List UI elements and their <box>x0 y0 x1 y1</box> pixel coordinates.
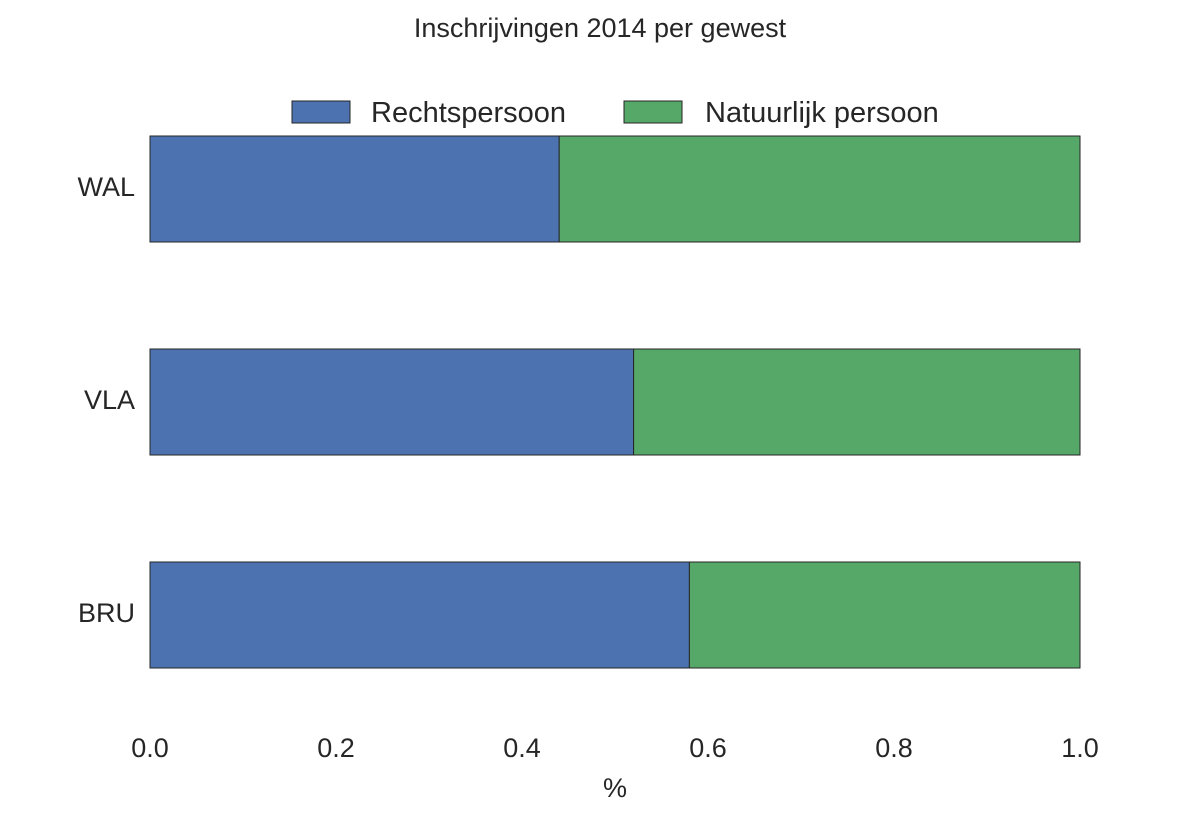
y-tick-label-vla: VLA <box>84 385 135 415</box>
x-tick-label-0: 0.0 <box>131 733 169 763</box>
legend-swatch-rechtspersoon <box>291 100 351 124</box>
bar-bru-natuurlijk-persoon <box>688 561 1081 669</box>
bar-wal-natuurlijk-persoon <box>558 135 1081 243</box>
legend: Rechtspersoon Natuurlijk persoon <box>291 97 939 129</box>
legend-swatch-natuurlijk-persoon <box>623 100 683 124</box>
bar-vla-rechtspersoon <box>149 348 635 456</box>
x-axis-label: % <box>603 773 627 803</box>
x-tick-labels: 0.0 0.2 0.4 0.6 0.8 1.0 <box>131 733 1099 763</box>
x-tick-label-2: 0.4 <box>503 733 541 763</box>
legend-label-rechtspersoon: Rechtspersoon <box>371 97 566 129</box>
y-tick-label-bru: BRU <box>78 598 135 628</box>
bar-bru-rechtspersoon <box>149 561 690 669</box>
x-tick-label-1: 0.2 <box>317 733 355 763</box>
x-tick-label-5: 1.0 <box>1061 733 1099 763</box>
chart-title: Inschrijvingen 2014 per gewest <box>414 13 787 43</box>
legend-label-natuurlijk-persoon: Natuurlijk persoon <box>705 97 939 129</box>
y-tick-label-wal: WAL <box>77 172 135 202</box>
bar-vla-natuurlijk-persoon <box>633 348 1081 456</box>
bars-group <box>149 135 1081 669</box>
bar-wal-rechtspersoon <box>149 135 560 243</box>
x-tick-label-4: 0.8 <box>875 733 913 763</box>
x-tick-label-3: 0.6 <box>689 733 727 763</box>
y-tick-labels: WAL VLA BRU <box>77 172 135 628</box>
